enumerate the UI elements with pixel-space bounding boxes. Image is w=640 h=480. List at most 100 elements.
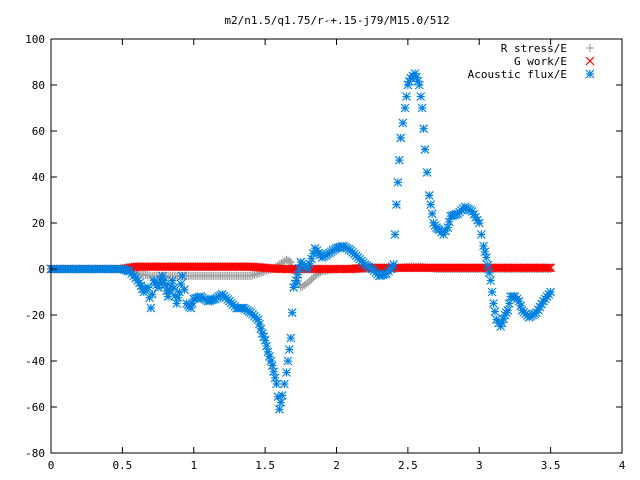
data-point xyxy=(173,293,183,303)
data-point xyxy=(303,264,313,274)
data-point xyxy=(481,253,491,262)
data-point xyxy=(146,303,156,313)
data-point xyxy=(267,361,277,371)
y-tick-label: 20 xyxy=(32,217,45,230)
data-point xyxy=(305,277,314,286)
data-point xyxy=(489,299,498,308)
legend-marker xyxy=(585,56,595,66)
data-point xyxy=(293,269,303,279)
y-tick-label: 60 xyxy=(32,125,45,138)
x-tick-label: 4 xyxy=(619,459,626,472)
x-tick-label: 3.5 xyxy=(541,459,561,472)
data-point xyxy=(307,254,316,264)
data-point xyxy=(420,144,430,154)
data-point xyxy=(269,367,279,377)
data-point xyxy=(176,279,186,289)
data-point xyxy=(270,373,280,383)
y-tick-label: -60 xyxy=(25,401,45,414)
data-point xyxy=(143,282,153,292)
data-point xyxy=(394,155,404,165)
data-point xyxy=(165,286,174,296)
data-point xyxy=(147,289,157,299)
y-tick-label: -20 xyxy=(25,309,45,322)
data-point xyxy=(260,335,270,345)
data-point xyxy=(307,275,316,284)
x-tick-label: 0.5 xyxy=(112,459,132,472)
data-point xyxy=(544,263,554,273)
y-tick-label: 40 xyxy=(32,171,45,184)
y-tick-label: 80 xyxy=(32,79,45,92)
chart-title: m2/n1.5/q1.75/r-+.15-j79/M15.0/512 xyxy=(224,14,449,27)
data-point xyxy=(473,215,482,225)
data-point xyxy=(277,391,287,400)
y-tick-label: 0 xyxy=(38,263,45,276)
series-acoustic-flux-e xyxy=(46,69,556,414)
data-point xyxy=(393,177,403,187)
data-point xyxy=(487,287,497,297)
data-point xyxy=(480,247,490,257)
data-point xyxy=(390,230,400,239)
data-point xyxy=(169,283,179,293)
x-tick-label: 1 xyxy=(190,459,197,472)
data-point xyxy=(416,92,426,101)
data-point xyxy=(303,278,312,287)
data-point xyxy=(292,276,301,285)
legend-label: R stress/E xyxy=(501,42,567,55)
data-point xyxy=(389,259,399,269)
data-point xyxy=(285,257,294,266)
y-tick-label: 100 xyxy=(25,33,45,46)
y-tick-label: -40 xyxy=(25,355,45,368)
data-point xyxy=(419,124,429,134)
data-point xyxy=(422,167,432,177)
data-point xyxy=(479,241,488,251)
data-point xyxy=(402,92,411,101)
legend-label: Acoustic flux/E xyxy=(468,68,567,81)
data-point xyxy=(476,230,486,239)
data-point xyxy=(486,276,496,285)
data-point xyxy=(279,379,289,389)
data-point xyxy=(177,271,187,281)
data-point xyxy=(483,260,493,270)
data-point xyxy=(424,190,434,200)
data-point xyxy=(274,404,284,414)
legend-marker xyxy=(586,44,594,52)
data-point xyxy=(272,379,281,389)
data-point xyxy=(426,200,436,210)
data-point xyxy=(305,259,315,269)
data-point xyxy=(546,287,556,297)
data-point xyxy=(172,299,182,308)
data-point xyxy=(474,218,484,228)
x-tick-label: 1.5 xyxy=(255,459,275,472)
data-point xyxy=(396,133,406,143)
data-point xyxy=(414,80,424,90)
data-point xyxy=(484,268,494,278)
data-point xyxy=(262,341,271,351)
data-point xyxy=(282,368,291,377)
data-point xyxy=(398,118,408,128)
data-point xyxy=(163,292,173,302)
data-point xyxy=(490,307,500,316)
data-point xyxy=(443,223,453,233)
data-point xyxy=(284,345,294,354)
legend-marker xyxy=(585,69,595,79)
data-point xyxy=(276,397,286,407)
data-point xyxy=(180,285,189,295)
data-point xyxy=(546,263,556,273)
legend-label: G work/E xyxy=(514,55,567,68)
x-tick-label: 2.5 xyxy=(398,459,418,472)
data-point xyxy=(503,305,513,315)
data-point xyxy=(167,276,177,285)
data-point xyxy=(286,258,295,267)
x-tick-label: 0 xyxy=(48,459,55,472)
data-marks xyxy=(46,69,556,414)
x-tick-label: 3 xyxy=(476,459,483,472)
data-point xyxy=(283,356,293,366)
data-point xyxy=(392,200,401,210)
data-point xyxy=(400,103,410,113)
data-point xyxy=(287,308,297,318)
data-point xyxy=(136,281,146,291)
data-point xyxy=(417,103,427,113)
data-point xyxy=(542,263,552,273)
